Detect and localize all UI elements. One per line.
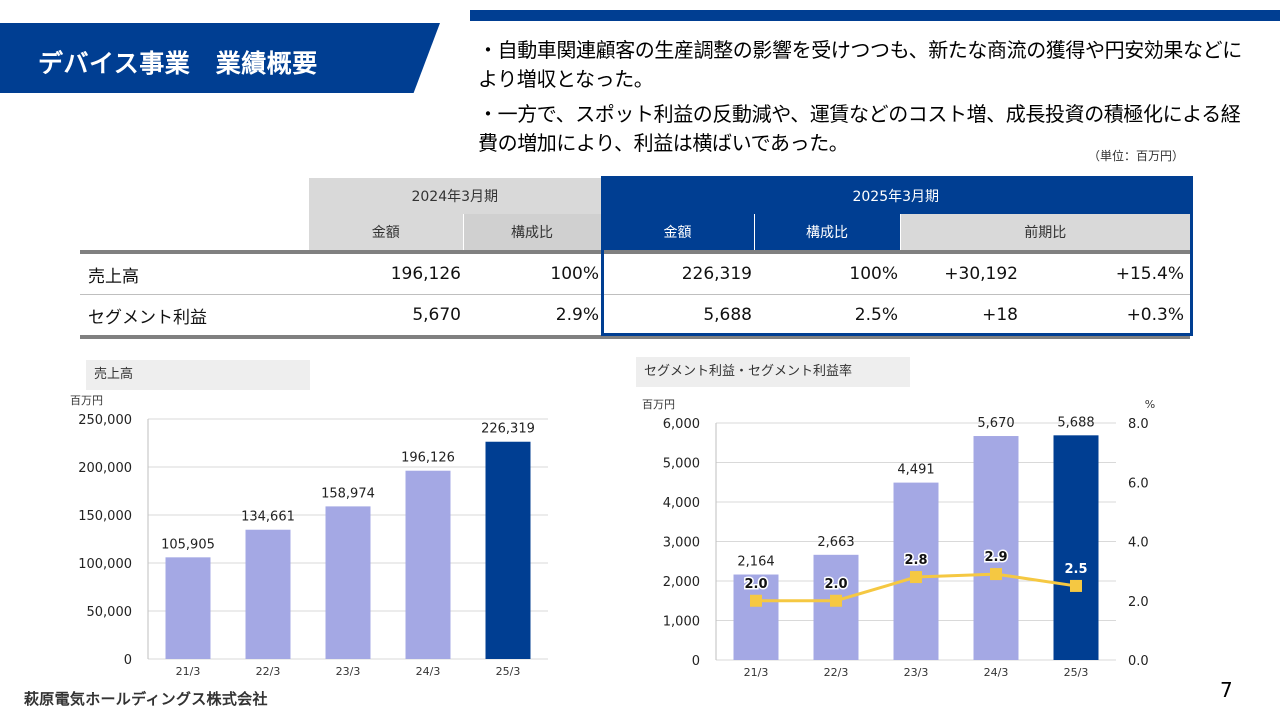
y-tick-label: 250,000 xyxy=(78,413,132,428)
bar xyxy=(165,557,211,659)
y-tick-label: 0 xyxy=(124,653,132,668)
data-label: 226,319 xyxy=(481,422,535,437)
bar xyxy=(245,529,291,659)
rate-marker xyxy=(750,594,762,607)
x-tick-label: 24/3 xyxy=(416,665,441,678)
y-tick-label: 200,000 xyxy=(78,461,132,476)
rate-data-label: 2.0 xyxy=(824,577,847,592)
curr-ratio: 100% xyxy=(754,250,900,295)
unit-note: （単位：百万円） xyxy=(1088,149,1185,163)
row-label: セグメント利益 xyxy=(80,294,309,339)
rate-marker xyxy=(830,594,842,607)
bar xyxy=(485,441,531,659)
bar xyxy=(325,506,371,659)
y-tick-label: 4,000 xyxy=(663,496,700,511)
x-tick-label: 21/3 xyxy=(176,665,201,678)
rate-data-label: 2.9 xyxy=(984,550,1007,565)
prev-ratio: 2.9% xyxy=(463,294,601,339)
y2-tick-label: 8.0 xyxy=(1128,417,1149,432)
y-axis-unit: 百万円 xyxy=(70,394,103,407)
y-tick-label: 0 xyxy=(692,654,700,669)
bullet-1: ・自動車関連顧客の生産調整の影響を受けつつも、新たな商流の獲得や円安効果などによ… xyxy=(478,38,1242,91)
title-band xyxy=(0,23,440,93)
y2-axis-unit: % xyxy=(1145,398,1155,411)
bar-data-label: 4,491 xyxy=(897,463,934,478)
prev-ratio: 100% xyxy=(463,250,601,295)
y2-tick-label: 4.0 xyxy=(1128,536,1149,551)
bar xyxy=(813,554,859,660)
y2-tick-label: 0.0 xyxy=(1128,654,1149,669)
data-label: 196,126 xyxy=(401,451,455,466)
yoy-amount: +18 xyxy=(900,294,1058,339)
curr-amount: 226,319 xyxy=(601,250,754,295)
curr-ratio-header: 構成比 xyxy=(753,214,900,252)
data-label: 158,974 xyxy=(321,486,375,501)
bar xyxy=(973,436,1019,660)
bar xyxy=(733,574,779,660)
y-tick-label: 2,000 xyxy=(663,575,700,590)
rate-marker xyxy=(990,568,1002,581)
page-title: デバイス事業 業績概要 xyxy=(38,49,318,78)
prev-amount-header: 金額 xyxy=(309,214,463,252)
y-tick-label: 3,000 xyxy=(663,536,700,551)
x-tick-label: 24/3 xyxy=(984,666,1009,679)
bar-data-label: 5,688 xyxy=(1057,415,1094,430)
x-tick-label: 22/3 xyxy=(824,666,849,679)
page-number: 7 xyxy=(1220,678,1233,702)
data-label: 134,661 xyxy=(241,510,295,525)
y-tick-label: 5,000 xyxy=(663,457,700,472)
y2-tick-label: 2.0 xyxy=(1128,595,1149,610)
rate-marker xyxy=(1070,579,1082,592)
y-tick-label: 150,000 xyxy=(78,509,132,524)
y-tick-label: 50,000 xyxy=(87,605,133,620)
x-tick-label: 23/3 xyxy=(336,665,361,678)
sales-chart-title: 売上高 xyxy=(86,360,310,390)
rate-marker xyxy=(910,571,922,584)
bar xyxy=(1053,435,1099,660)
y-tick-label: 100,000 xyxy=(78,557,132,572)
profit-chart: 百万円 % 0 1,000 2,000 3,000 4,000 5,000 6,000 0.0 2.… xyxy=(642,398,1155,679)
summary-table: 2024年3月期 2025年3月期 金額 構成比 金額 構成比 前期比 売上高 … xyxy=(80,178,1190,339)
period-curr-header: 2025年3月期 xyxy=(600,178,1190,214)
prev-amount: 5,670 xyxy=(309,294,463,339)
y-tick-label: 1,000 xyxy=(663,615,700,630)
period-prev-header: 2024年3月期 xyxy=(309,178,601,214)
header-blank xyxy=(80,178,309,214)
rate-data-label: 2.5 xyxy=(1064,562,1087,577)
x-tick-label: 21/3 xyxy=(744,666,769,679)
table-row: セグメント利益 5,670 2.9% 5,688 2.5% +18 +0.3% xyxy=(80,294,1190,339)
company-logo: 萩原電気ホールディングス株式会社 xyxy=(24,690,268,708)
table-row: 売上高 196,126 100% 226,319 100% +30,192 +1… xyxy=(80,250,1190,295)
prev-ratio-header: 構成比 xyxy=(462,214,601,252)
x-tick-label: 25/3 xyxy=(1064,666,1089,679)
row-label: 売上高 xyxy=(80,250,309,295)
yoy-pct: +15.4% xyxy=(1058,250,1190,295)
yoy-header: 前期比 xyxy=(899,214,1190,252)
data-label: 105,905 xyxy=(161,537,215,552)
x-tick-label: 25/3 xyxy=(496,665,521,678)
yoy-amount: +30,192 xyxy=(900,250,1058,295)
yoy-pct: +0.3% xyxy=(1058,294,1190,339)
header-blank xyxy=(80,214,309,252)
curr-amount-header: 金額 xyxy=(600,214,754,252)
top-stripe xyxy=(470,10,1280,21)
rate-data-label: 2.8 xyxy=(904,553,927,568)
bar-data-label: 2,663 xyxy=(817,535,854,550)
curr-amount: 5,688 xyxy=(601,294,754,339)
bar-data-label: 5,670 xyxy=(977,416,1014,431)
bullet-2: ・一方で、スポット利益の反動減や、運賃などのコスト増、成長投資の積極化による経費… xyxy=(478,102,1241,155)
y-tick-label: 6,000 xyxy=(663,417,700,432)
curr-ratio: 2.5% xyxy=(754,294,900,339)
y-axis-unit: 百万円 xyxy=(642,398,675,411)
y2-tick-label: 6.0 xyxy=(1128,476,1149,491)
bar-data-label: 2,164 xyxy=(737,555,774,570)
x-tick-label: 22/3 xyxy=(256,665,281,678)
profit-chart-title: セグメント利益・セグメント利益率 xyxy=(636,357,910,387)
rate-data-label: 2.0 xyxy=(744,577,767,592)
prev-amount: 196,126 xyxy=(309,250,463,295)
sales-chart: 百万円 0 50,000 100,000 150,000 200,000 250,000 10… xyxy=(70,394,548,678)
x-tick-label: 23/3 xyxy=(904,666,929,679)
bar xyxy=(405,470,451,659)
